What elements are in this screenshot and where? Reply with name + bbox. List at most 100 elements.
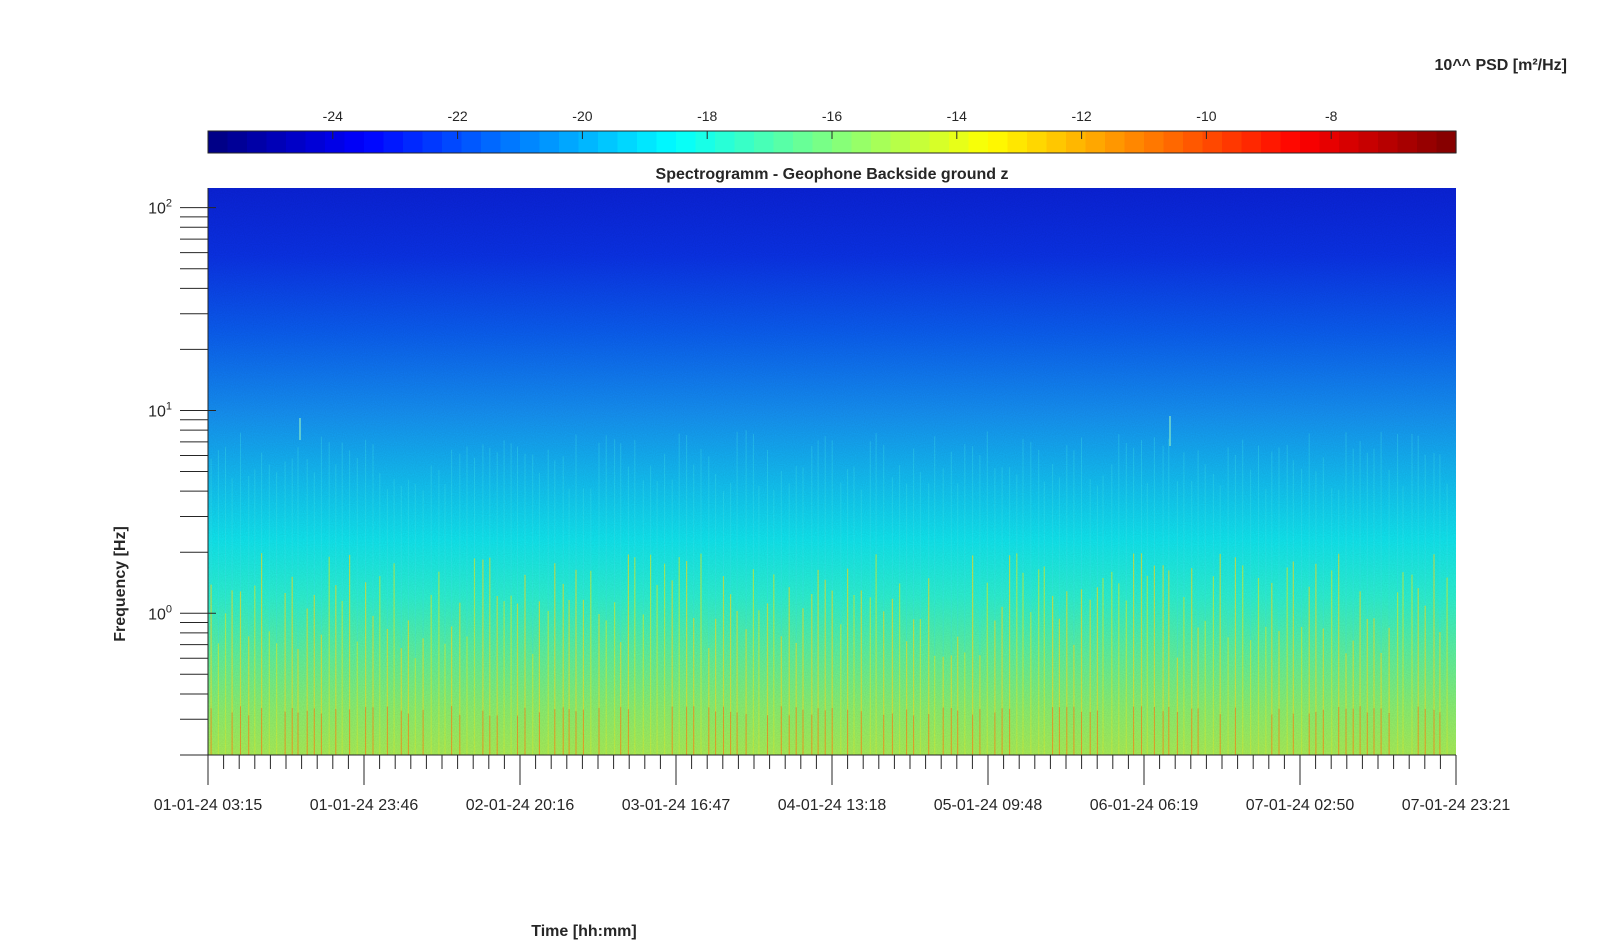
colorbar-cell bbox=[1261, 131, 1282, 153]
colorbar-cell bbox=[1241, 131, 1262, 153]
x-tick-label: 01-01-24 23:46 bbox=[310, 797, 419, 814]
colorbar-cell bbox=[520, 131, 541, 153]
colorbar-cell bbox=[1202, 131, 1223, 153]
colorbar-cell bbox=[286, 131, 307, 153]
colorbar-tick-label: -8 bbox=[1325, 108, 1338, 124]
colorbar-cell bbox=[832, 131, 853, 153]
colorbar: -24 -22 -20 -18 -16 -14 -12 -10 -8 bbox=[207, 108, 1457, 154]
colorbar-cell bbox=[500, 131, 521, 153]
colorbar-tick-label: -16 bbox=[822, 108, 842, 124]
y-tick-label: 101 bbox=[148, 400, 172, 420]
colorbar-cell bbox=[1124, 131, 1145, 153]
colorbar-cell bbox=[539, 131, 560, 153]
colorbar-cell bbox=[598, 131, 619, 153]
colorbar-cell bbox=[871, 131, 892, 153]
colorbar-cell bbox=[968, 131, 989, 153]
colorbar-tick-label: -20 bbox=[572, 108, 592, 124]
y-tick-label: 102 bbox=[148, 198, 172, 218]
colorbar-tick-label: -24 bbox=[323, 108, 343, 124]
colorbar-cell bbox=[656, 131, 677, 153]
colorbar-cell bbox=[305, 131, 326, 153]
colorbar-cell bbox=[1007, 131, 1028, 153]
colorbar-cell bbox=[1436, 131, 1457, 153]
colorbar-cells bbox=[208, 131, 1457, 153]
colorbar-cell bbox=[1397, 131, 1418, 153]
colorbar-cell bbox=[1066, 131, 1087, 153]
colorbar-label: 10^^ PSD [m²/Hz] bbox=[1435, 57, 1567, 74]
colorbar-tick-label: -22 bbox=[447, 108, 467, 124]
spectrogram-noise bbox=[208, 188, 1456, 755]
colorbar-cell bbox=[227, 131, 248, 153]
colorbar-tick-label: -12 bbox=[1071, 108, 1091, 124]
colorbar-cell bbox=[247, 131, 268, 153]
y-major-ticks: 100 101 102 bbox=[148, 198, 216, 623]
x-tick-label: 04-01-24 13:18 bbox=[778, 797, 887, 814]
colorbar-cell bbox=[988, 131, 1009, 153]
colorbar-cell bbox=[1105, 131, 1126, 153]
x-major-ticks: 01-01-24 03:15 01-01-24 23:46 02-01-24 20:… bbox=[154, 755, 1511, 814]
colorbar-cell bbox=[949, 131, 970, 153]
colorbar-cell bbox=[1027, 131, 1048, 153]
x-axis: 01-01-24 03:15 01-01-24 23:46 02-01-24 20:… bbox=[154, 754, 1511, 814]
colorbar-cell bbox=[617, 131, 638, 153]
colorbar-cell bbox=[676, 131, 697, 153]
colorbar-cell bbox=[773, 131, 794, 153]
colorbar-tick-label: -10 bbox=[1196, 108, 1216, 124]
colorbar-tick-label: -14 bbox=[947, 108, 967, 124]
colorbar-cell bbox=[559, 131, 580, 153]
y-axis-label: Frequency [Hz] bbox=[112, 526, 129, 642]
y-axis: 100 101 102 bbox=[148, 188, 216, 756]
colorbar-cell bbox=[1300, 131, 1321, 153]
colorbar-cell bbox=[890, 131, 911, 153]
colorbar-ticks: -24 -22 -20 -18 -16 -14 -12 -10 -8 bbox=[323, 108, 1338, 139]
colorbar-cell bbox=[910, 131, 931, 153]
colorbar-cell bbox=[1222, 131, 1243, 153]
colorbar-cell bbox=[442, 131, 463, 153]
x-tick-label: 06-01-24 06:19 bbox=[1090, 797, 1199, 814]
colorbar-cell bbox=[364, 131, 385, 153]
colorbar-cell bbox=[325, 131, 346, 153]
colorbar-cell bbox=[1144, 131, 1165, 153]
colorbar-cell bbox=[1339, 131, 1360, 153]
x-tick-label: 07-01-24 02:50 bbox=[1246, 797, 1355, 814]
colorbar-cell bbox=[812, 131, 833, 153]
colorbar-cell bbox=[1280, 131, 1301, 153]
colorbar-cell bbox=[461, 131, 482, 153]
colorbar-cell bbox=[754, 131, 775, 153]
x-tick-label: 07-01-24 23:21 bbox=[1402, 797, 1511, 814]
colorbar-cell bbox=[403, 131, 424, 153]
x-tick-label: 03-01-24 16:47 bbox=[622, 797, 731, 814]
y-tick-label: 100 bbox=[148, 603, 172, 623]
colorbar-cell bbox=[344, 131, 365, 153]
x-minor-ticks bbox=[223, 755, 1441, 769]
y-minor-ticks bbox=[180, 216, 208, 756]
chart-title: Spectrogramm - Geophone Backside ground … bbox=[656, 166, 1009, 183]
colorbar-cell bbox=[422, 131, 443, 153]
colorbar-cell bbox=[734, 131, 755, 153]
x-tick-label: 02-01-24 20:16 bbox=[466, 797, 575, 814]
colorbar-cell bbox=[715, 131, 736, 153]
colorbar-tick-label: -18 bbox=[697, 108, 717, 124]
colorbar-cell bbox=[695, 131, 716, 153]
colorbar-cell bbox=[1163, 131, 1184, 153]
colorbar-cell bbox=[851, 131, 872, 153]
colorbar-cell bbox=[637, 131, 658, 153]
colorbar-cell bbox=[208, 131, 229, 153]
colorbar-cell bbox=[1183, 131, 1204, 153]
colorbar-cell bbox=[481, 131, 502, 153]
colorbar-cell bbox=[1085, 131, 1106, 153]
colorbar-cell bbox=[266, 131, 287, 153]
colorbar-cell bbox=[1358, 131, 1379, 153]
x-axis-label: Time [hh:mm] bbox=[531, 923, 636, 940]
colorbar-cell bbox=[929, 131, 950, 153]
colorbar-cell bbox=[1046, 131, 1067, 153]
colorbar-cell bbox=[383, 131, 404, 153]
x-tick-label: 01-01-24 03:15 bbox=[154, 797, 263, 814]
colorbar-cell bbox=[1378, 131, 1399, 153]
colorbar-cell bbox=[1417, 131, 1438, 153]
colorbar-cell bbox=[793, 131, 814, 153]
colorbar-cell bbox=[578, 131, 599, 153]
plot-area bbox=[208, 188, 1456, 755]
x-tick-label: 05-01-24 09:48 bbox=[934, 797, 1043, 814]
